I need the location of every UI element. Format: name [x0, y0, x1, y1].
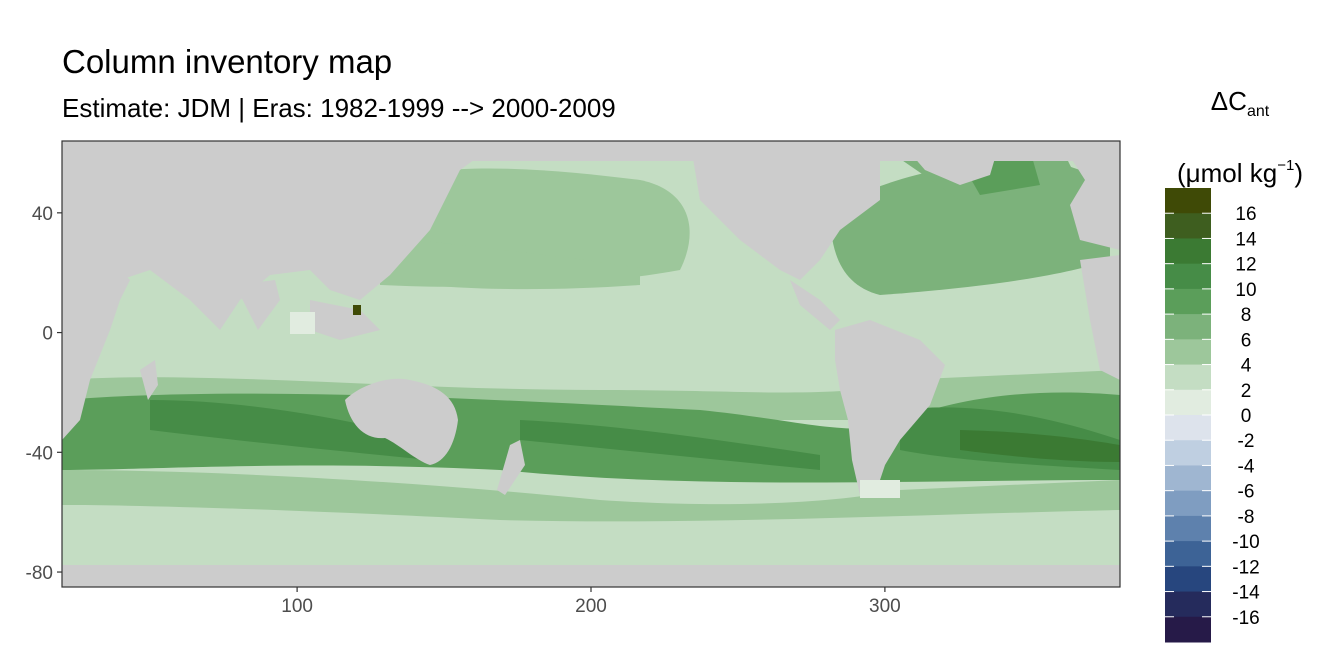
legend-color-step	[1165, 263, 1211, 290]
land-new-zealand	[497, 440, 525, 495]
legend-color-step	[1165, 616, 1211, 643]
patagonian-shelf-cell	[860, 480, 900, 498]
legend-color-step	[1165, 566, 1211, 593]
legend-tick-label: -6	[1238, 482, 1255, 503]
legend-tick-label: -12	[1232, 557, 1259, 578]
legend-title-symbol: ΔC	[1210, 86, 1247, 116]
legend-tick-label: 6	[1241, 330, 1252, 351]
land-australia	[345, 378, 458, 465]
legend-tick-label: -16	[1232, 608, 1259, 629]
legend-color-step	[1165, 515, 1211, 542]
legend-color-step	[1165, 213, 1211, 239]
legend-color-step	[1165, 339, 1211, 366]
legend-title-subscript: ant	[1246, 103, 1270, 120]
y-axis: 40 0 -40 -80	[26, 204, 62, 584]
land-africa-west	[1080, 255, 1120, 380]
legend-color-step	[1165, 288, 1211, 315]
legend-color-step	[1165, 238, 1211, 265]
legend-color-step	[1165, 314, 1211, 340]
legend-tick-label: 12	[1235, 255, 1256, 276]
land-madagascar	[140, 360, 158, 400]
legend-color-step	[1165, 364, 1211, 391]
hotspot-cell	[353, 305, 361, 315]
legend-tick-label: 8	[1241, 305, 1252, 326]
legend-unit-suffix: )	[1294, 158, 1303, 188]
legend-color-step	[1165, 591, 1211, 618]
north-atlantic-band	[830, 160, 1110, 295]
x-tick-label: 100	[281, 596, 313, 617]
legend-tick-label: 4	[1241, 356, 1252, 377]
x-axis: 100 200 300	[281, 587, 901, 617]
land-masses	[62, 141, 1120, 587]
legend-tick-label: 10	[1235, 280, 1256, 301]
chart-subtitle: Estimate: JDM | Eras: 1982-1999 --> 2000…	[62, 93, 616, 123]
legend-tick-label: -10	[1232, 532, 1259, 553]
land-antarctica	[62, 565, 1120, 587]
x-tick-label: 200	[575, 596, 607, 617]
legend-tick-label: 2	[1241, 381, 1252, 402]
legend-color-step	[1165, 188, 1211, 214]
legend-color-step	[1165, 440, 1211, 466]
legend-color-step	[1165, 541, 1211, 567]
land-europe	[1060, 141, 1120, 250]
x-tick-label: 300	[869, 596, 901, 617]
land-central-america	[790, 280, 840, 330]
legend-title: ΔCant (μmol kg−1)	[1150, 84, 1330, 190]
land-maritime-se-asia	[310, 300, 380, 340]
southern-ocean-core	[150, 400, 1120, 470]
legend-color-step	[1165, 415, 1211, 441]
legend-color-step	[1165, 389, 1211, 416]
y-tick-label: -40	[26, 443, 53, 464]
y-tick-label: 40	[32, 204, 53, 225]
southern-ocean-max	[960, 430, 1120, 462]
land-india	[235, 280, 280, 330]
legend-tick-label: -14	[1232, 583, 1260, 604]
legend-tick-label: -4	[1238, 456, 1255, 477]
antarctic-margin	[62, 505, 1120, 565]
map-panel	[62, 141, 1120, 587]
y-tick-label: 0	[42, 324, 53, 345]
legend-color-step	[1165, 465, 1211, 492]
legend-tick-label: 0	[1241, 406, 1252, 427]
legend-unit-exponent: −1	[1277, 157, 1295, 174]
land-north-america	[690, 141, 880, 280]
land-south-america	[835, 320, 945, 495]
land-eurasia	[62, 141, 500, 380]
marginal-seas-cell	[290, 312, 315, 334]
legend-color-step	[1165, 490, 1211, 517]
legend-colorbar	[1165, 188, 1211, 643]
legend-tick-label: -2	[1238, 431, 1255, 452]
antarctic-band	[62, 470, 1120, 522]
land-greenland	[900, 141, 1000, 185]
land-africa-east	[62, 141, 130, 440]
legend-tick-label: -8	[1238, 507, 1255, 528]
y-tick-label: -80	[26, 563, 53, 584]
legend-unit-prefix: (μmol kg	[1177, 158, 1278, 188]
legend-ticks: 16 14 12 10 8 6 4 2 0 -2 -4 -6 -8 -10 -12 -14 -16	[1165, 204, 1260, 629]
chart-title: Column inventory map	[62, 43, 393, 80]
legend-tick-label: 16	[1235, 204, 1256, 225]
legend-tick-label: 14	[1235, 229, 1257, 250]
north-pacific-core	[380, 235, 640, 290]
